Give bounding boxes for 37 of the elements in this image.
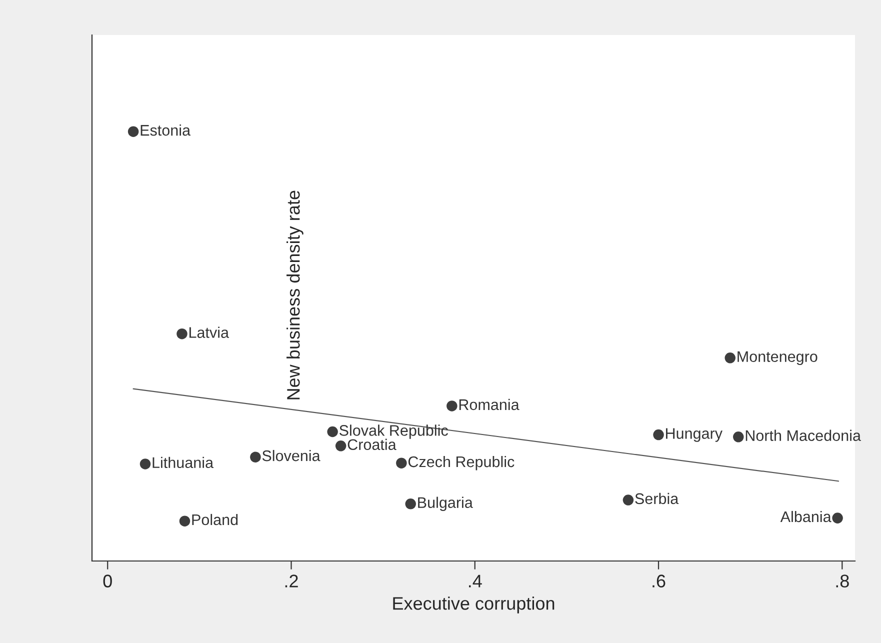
y-axis-title: New business density rate	[286, 190, 304, 400]
x-tick-label: 0	[103, 574, 112, 588]
series-label: Albania	[780, 510, 832, 522]
point	[733, 432, 744, 442]
point	[446, 400, 458, 412]
point	[622, 494, 634, 506]
point	[327, 426, 338, 438]
point	[140, 458, 151, 470]
series-label: Latvia	[189, 326, 229, 338]
series-label: Slovenia	[262, 450, 320, 462]
series-label: Montenegro	[738, 351, 818, 366]
x-tick-label: .4	[468, 574, 482, 588]
point	[832, 512, 843, 524]
point	[653, 429, 664, 440]
series-label: Bulgaria	[418, 496, 473, 512]
point	[250, 452, 261, 462]
series-label: Romania	[459, 398, 520, 410]
point	[176, 328, 188, 340]
point	[396, 458, 407, 468]
series-label: Czech Republic	[408, 456, 514, 470]
x-axis-title: Executive corruption	[393, 596, 554, 614]
series-label: Hungary	[666, 428, 722, 442]
point	[405, 498, 416, 510]
x-tick-label: .8	[836, 574, 849, 588]
series-label: North Macedonia	[746, 430, 861, 442]
point	[724, 352, 736, 364]
point	[335, 440, 346, 452]
series-label: Croatia	[348, 438, 396, 450]
series-label: Lithuania	[152, 456, 214, 468]
point	[179, 516, 190, 526]
series-label: Poland	[192, 514, 238, 526]
point	[128, 126, 139, 137]
series-label: Estonia	[140, 124, 191, 136]
series-label: Serbia	[635, 492, 679, 504]
series-label: Slovak Republic	[340, 424, 448, 439]
x-tick-label: .6	[652, 574, 666, 588]
x-tick-label: .2	[285, 574, 298, 588]
